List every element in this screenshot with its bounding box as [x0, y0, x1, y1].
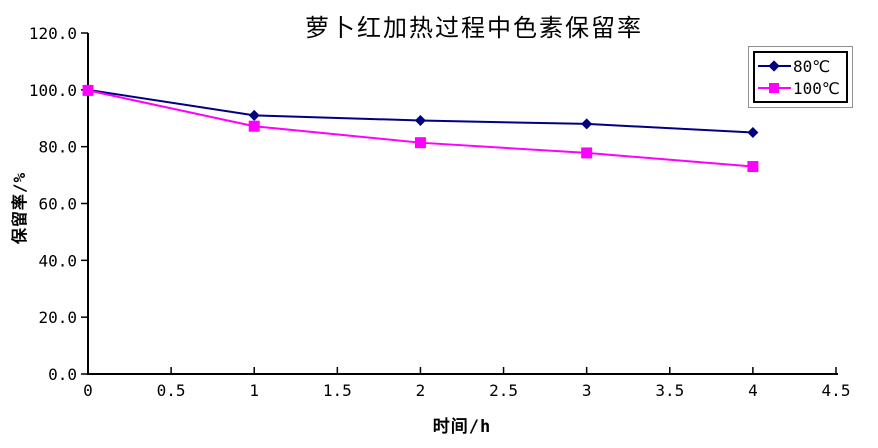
x-tick-label: 0 [83, 381, 93, 400]
legend-item-80c: 80℃ [758, 55, 840, 77]
y-tick-label: 20.0 [38, 308, 77, 327]
y-tick-label: 60.0 [38, 195, 77, 214]
x-tick-label: 3 [582, 381, 592, 400]
x-tick-label: 1 [249, 381, 259, 400]
data-point-100℃ [747, 161, 759, 173]
data-point-100℃ [414, 137, 426, 149]
y-tick-label: 120.0 [29, 24, 77, 43]
y-tick-label: 80.0 [38, 138, 77, 157]
y-tick-label: 40.0 [38, 251, 77, 270]
x-tick-label: 1.5 [323, 381, 352, 400]
legend-swatch-100c [758, 80, 791, 96]
legend-label-80c: 80℃ [793, 56, 831, 76]
data-point-80℃ [747, 126, 759, 138]
legend-label-100c: 100℃ [793, 78, 840, 98]
x-tick-label: 2.5 [489, 381, 518, 400]
data-point-80℃ [414, 115, 426, 127]
legend-box: 80℃ 100℃ [753, 51, 848, 103]
legend: 80℃ 100℃ [748, 46, 853, 108]
x-tick-label: 2 [416, 381, 426, 400]
x-axis-title: 时间/h [432, 417, 492, 437]
data-point-100℃ [581, 147, 593, 159]
diamond-marker-icon [768, 60, 780, 72]
legend-item-100c: 100℃ [758, 77, 840, 99]
y-tick-label: 100.0 [29, 81, 77, 100]
x-tick-label: 3.5 [655, 381, 684, 400]
chart-title: 萝卜红加热过程中色素保留率 [305, 14, 643, 42]
data-point-100℃ [248, 120, 260, 132]
series-line-100℃ [87, 89, 753, 168]
x-tick-label: 0.5 [157, 381, 186, 400]
square-marker-icon [769, 83, 779, 93]
y-axis-title: 保留率/% [10, 171, 29, 245]
y-tick-label: 0.0 [48, 365, 77, 384]
legend-swatch-80c [758, 58, 791, 74]
data-point-80℃ [248, 109, 260, 121]
x-tick-label: 4.5 [822, 381, 851, 400]
data-point-80℃ [581, 118, 593, 130]
x-tick-label: 4 [748, 381, 758, 400]
data-point-100℃ [82, 84, 94, 96]
